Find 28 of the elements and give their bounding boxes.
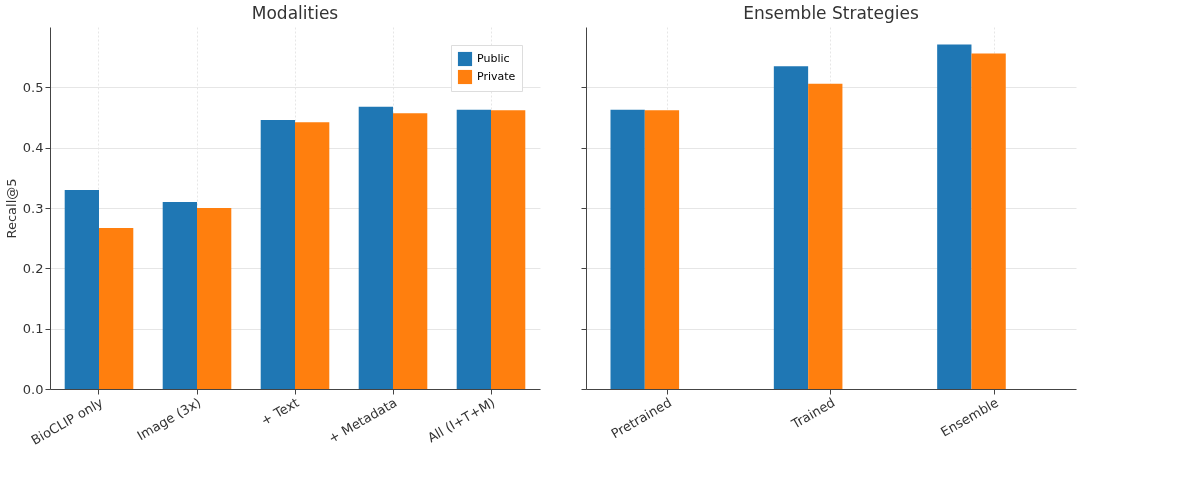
- y-tick-label: 0.3: [22, 200, 44, 216]
- chart-title: Ensemble Strategies: [743, 3, 919, 23]
- bar: [99, 227, 134, 389]
- bar: [295, 122, 330, 389]
- y-tick-label: 0.2: [22, 260, 44, 276]
- bar: [393, 113, 428, 389]
- bar: [808, 83, 843, 389]
- bar: [644, 110, 680, 389]
- bar: [64, 189, 99, 389]
- bar: [162, 201, 197, 389]
- bar: [358, 106, 393, 389]
- y-tick-label: 0.1: [22, 321, 44, 337]
- y-tick-label: 0.4: [22, 140, 44, 156]
- bar: [456, 109, 491, 389]
- bar: [491, 110, 526, 389]
- y-axis-title: Recall@5: [3, 178, 19, 239]
- bar: [773, 66, 809, 389]
- chart-title: Modalities: [251, 3, 339, 23]
- bar: [197, 208, 232, 389]
- legend-label: Private: [477, 70, 516, 83]
- y-tick-label: 0.5: [22, 79, 44, 95]
- bar: [971, 53, 1006, 389]
- y-tick-label: 0.0: [22, 381, 44, 397]
- bar: [610, 109, 645, 389]
- bar: [260, 119, 295, 389]
- bar: [937, 44, 972, 389]
- x-tick-label: + Text: [258, 394, 302, 429]
- legend-label: Public: [477, 52, 510, 65]
